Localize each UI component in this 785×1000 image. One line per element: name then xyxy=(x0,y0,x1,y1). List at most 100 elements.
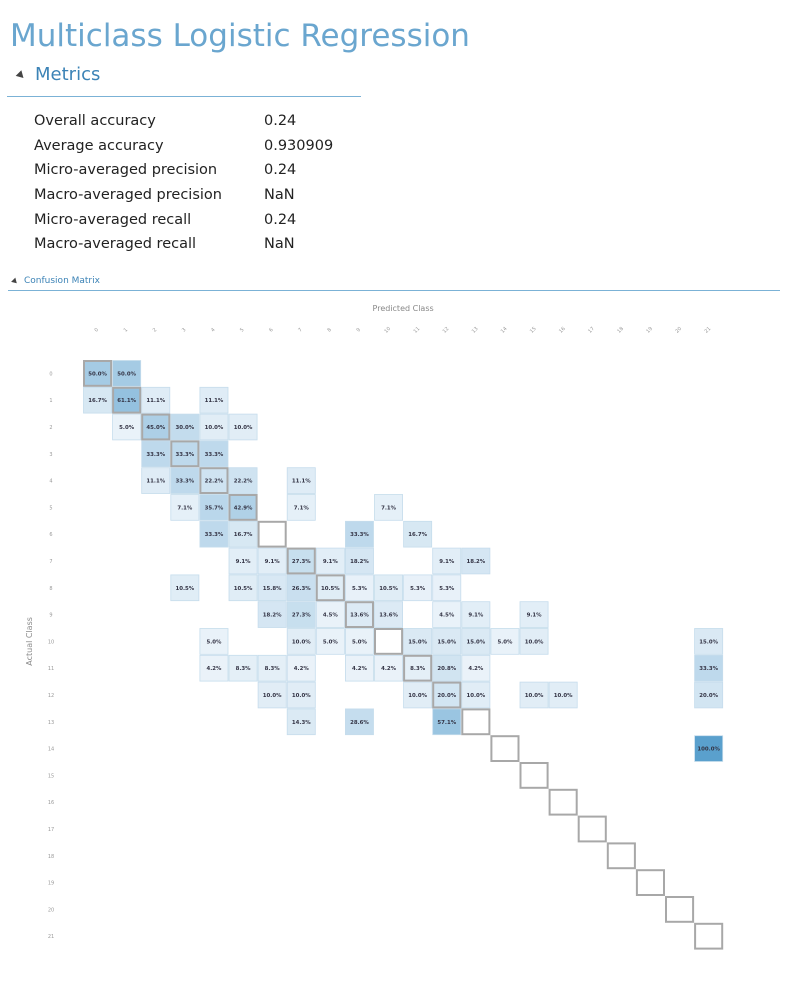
cell-label: 8.3% xyxy=(236,666,252,672)
cell-label: 61.1% xyxy=(117,398,136,404)
metric-name: Macro-averaged recall xyxy=(34,236,197,253)
metric-row: Macro-averaged recall NaN xyxy=(34,232,364,257)
matrix-cell xyxy=(199,520,229,548)
cell-label: 9.1% xyxy=(468,613,484,619)
matrix-cell xyxy=(315,547,345,575)
diagonal-cell-outline xyxy=(199,467,229,495)
cell-label: 5.3% xyxy=(439,586,455,592)
cell-label: 4.2% xyxy=(206,666,222,672)
x-tick-label: 1 xyxy=(123,327,129,333)
cell-label: 27.3% xyxy=(292,613,311,619)
matrix-cell xyxy=(228,413,258,441)
cell-label: 10.5% xyxy=(234,586,253,592)
matrix-cell xyxy=(519,628,549,655)
metrics-table: Overall accuracy 0.24 Average accuracy 0.93… xyxy=(34,109,364,257)
cell-label: 15.0% xyxy=(408,639,427,645)
cell-label: 8.3% xyxy=(265,666,281,672)
matrix-cell xyxy=(461,601,491,628)
metric-value: NaN xyxy=(264,187,295,204)
cell-label: 10.0% xyxy=(408,693,427,699)
matrix-cell xyxy=(344,574,374,602)
cell-label: 33.3% xyxy=(205,532,224,538)
y-tick-label: 9 xyxy=(49,613,52,619)
matrix-cell xyxy=(170,440,200,468)
x-tick-label: 12 xyxy=(442,326,451,335)
cell-label: 15.0% xyxy=(699,639,718,645)
cell-label: 5.0% xyxy=(352,639,368,645)
matrix-cell xyxy=(403,520,433,548)
y-tick-label: 7 xyxy=(49,559,52,565)
matrix-cell xyxy=(170,494,200,521)
metric-row: Macro-averaged precision NaN xyxy=(34,183,364,208)
metric-value: 0.24 xyxy=(264,211,297,228)
cell-label: 57.1% xyxy=(437,720,456,726)
matrix-cell xyxy=(432,654,462,682)
cell-label: 10.0% xyxy=(205,425,224,431)
cell-label: 16.7% xyxy=(88,398,107,404)
matrix-cell xyxy=(286,628,316,655)
matrix-cell xyxy=(461,654,491,682)
matrix-cell xyxy=(315,601,345,628)
diagonal-cell-outline xyxy=(374,628,404,655)
y-tick-label: 10 xyxy=(48,639,54,645)
x-tick-label: 7 xyxy=(297,327,303,333)
matrix-cell xyxy=(344,520,374,548)
cell-label: 20.8% xyxy=(437,666,456,672)
page-title: Multiclass Logistic Regression xyxy=(10,18,470,54)
cell-label: 5.0% xyxy=(323,639,339,645)
matrix-cell xyxy=(228,547,258,575)
matrix-cell xyxy=(694,654,724,682)
y-tick-label: 16 xyxy=(48,800,54,806)
metrics-section-toggle[interactable]: Metrics xyxy=(14,63,361,87)
y-tick-label: 21 xyxy=(48,934,54,940)
metric-name: Micro-averaged precision xyxy=(34,162,218,179)
cell-label: 10.0% xyxy=(234,425,253,431)
cell-label: 28.6% xyxy=(350,720,369,726)
y-tick-label: 8 xyxy=(49,586,52,592)
cell-label: 10.0% xyxy=(292,639,311,645)
metrics-section-title: Metrics xyxy=(35,64,101,85)
matrix-cell xyxy=(315,574,345,602)
x-tick-label: 2 xyxy=(152,327,158,333)
matrix-cell xyxy=(344,628,374,655)
matrix-cell xyxy=(286,601,316,628)
diagonal-cell-outline xyxy=(170,440,200,468)
cell-label: 45.0% xyxy=(146,425,165,431)
metric-row: Micro-averaged precision 0.24 xyxy=(34,158,364,183)
matrix-cell xyxy=(141,386,171,414)
metric-row: Average accuracy 0.930909 xyxy=(34,134,364,159)
matrix-cell xyxy=(199,494,229,521)
cell-label: 27.3% xyxy=(292,559,311,565)
matrix-cell xyxy=(286,494,316,521)
cell-label: 7.1% xyxy=(294,505,310,511)
cell-label: 4.2% xyxy=(381,666,397,672)
x-tick-label: 18 xyxy=(616,326,625,335)
cell-label: 30.0% xyxy=(175,425,194,431)
y-tick-label: 20 xyxy=(48,907,54,913)
cell-label: 7.1% xyxy=(177,505,193,511)
matrix-cell xyxy=(490,628,520,655)
matrix-cell xyxy=(199,413,229,441)
confusion-matrix-section-toggle[interactable]: Confusion Matrix xyxy=(11,275,100,287)
cell-label: 4.2% xyxy=(468,666,484,672)
diagonal-cell-outline xyxy=(461,708,491,736)
diagonal-cell-outline xyxy=(141,413,171,441)
cell-label: 42.9% xyxy=(234,505,253,511)
matrix-cell xyxy=(228,574,258,602)
metric-name: Micro-averaged recall xyxy=(34,211,192,228)
diagonal-cell-outline xyxy=(432,681,462,709)
matrix-cell xyxy=(257,601,287,628)
matrix-cell xyxy=(461,547,491,575)
cell-label: 11.1% xyxy=(146,398,165,404)
diagonal-cell-outline xyxy=(665,896,695,923)
matrix-cell xyxy=(694,735,724,762)
matrix-cell xyxy=(257,654,287,682)
cell-label: 18.2% xyxy=(466,559,485,565)
cell-label: 7.1% xyxy=(381,505,397,511)
cell-label: 10.0% xyxy=(554,693,573,699)
diagonal-cell-outline xyxy=(257,520,287,548)
y-tick-label: 17 xyxy=(48,827,54,833)
matrix-cell xyxy=(286,654,316,682)
cell-label: 15.0% xyxy=(437,639,456,645)
